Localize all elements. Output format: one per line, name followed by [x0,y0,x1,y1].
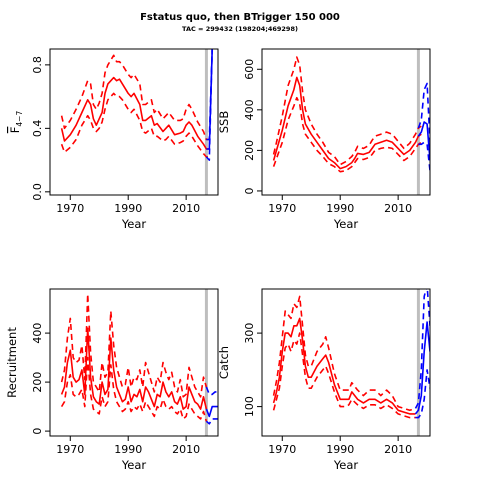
projection-lower-line [205,49,213,161]
historical-lower-line [60,92,210,158]
x-tick-label: 2010 [172,202,200,215]
plot-area [60,49,213,195]
historical-upper-line [272,56,422,166]
plot-area [60,289,218,436]
y-tick-label: 0 [243,187,256,194]
y-axis-label: Catch [217,346,231,379]
x-axis-label: Year [121,458,147,472]
projection-lower-line [418,141,430,171]
y-tick-label: 0 [31,428,44,435]
projection-lower-line [205,418,218,425]
historical-lower-line [272,96,422,173]
panel-f: 1970 1990 2010 0.0 0.4 0.8 Year F4−7 [8,48,219,231]
y-tick-label: 400 [243,99,256,120]
x-axis-label: Year [121,217,147,231]
historical-median-line [272,317,416,415]
x-tick-label: 1990 [114,202,142,215]
panel-ssb: 1970 1990 2010 0 200 400 600 Year SSB [217,48,431,231]
plot-frame [261,48,431,196]
historical-median-line [60,327,208,410]
plot-frame [49,288,219,437]
y-tick-label: 0.0 [31,183,44,201]
projection-upper-line [205,386,218,396]
x-tick-label: 2010 [384,443,412,456]
y-tick-label: 0.4 [31,120,44,138]
x-tick-label: 1970 [268,202,296,215]
y-tick-label: 200 [243,140,256,161]
x-axis-label: Year [333,458,359,472]
y-tick-label: 600 [243,59,256,80]
x-tick-label: 1970 [56,202,84,215]
x-tick-label: 2010 [384,202,412,215]
panels: 1970 1990 2010 0.0 0.4 0.8 Year F4−7 1970 1990 201… [5,48,431,472]
projection-upper-line [414,289,430,409]
projection-median-line [205,405,218,418]
plot-frame [49,48,219,196]
panel-catch: 1970 1990 2010 100 300 Year Catch [217,288,431,472]
y-axis-label: Recruitment [5,327,19,398]
projection-median-line [417,121,430,161]
historical-upper-line [272,295,416,412]
plot-frame [261,288,431,437]
y-tick-label: 300 [243,323,256,344]
x-tick-label: 1990 [326,443,354,456]
x-tick-label: 1990 [114,443,142,456]
projection-lower-line [415,369,430,419]
y-tick-label: 100 [243,396,256,417]
x-axis-label: Year [333,217,359,231]
y-tick-label: 400 [31,323,44,344]
projection-median-line [206,49,213,150]
y-tick-label: 0.8 [31,56,44,74]
plot-area [272,289,430,436]
historical-lower-line [60,356,208,422]
y-axis-label: SSB [217,111,231,134]
panel-recruitment: 1970 1990 2010 0 200 400 Year Recruitment [5,288,219,472]
historical-upper-line [60,54,210,141]
y-tick-label: 200 [31,372,44,393]
x-tick-label: 1990 [326,202,354,215]
x-tick-label: 1970 [56,443,84,456]
figure-subtitle: TAC = 299432 (198204;469298) [182,25,298,33]
projection-upper-line [417,82,430,143]
x-tick-label: 2010 [172,443,200,456]
x-tick-label: 1970 [268,443,296,456]
figure-title: Fstatus quo, then BTrigger 150 000 [140,12,340,23]
projection-median-line [414,321,430,415]
y-axis-label: F4−7 [8,111,24,134]
historical-median-line [272,76,422,170]
historical-upper-line [60,293,208,398]
historical-lower-line [272,332,416,419]
plot-area [272,49,430,195]
historical-median-line [60,76,210,150]
